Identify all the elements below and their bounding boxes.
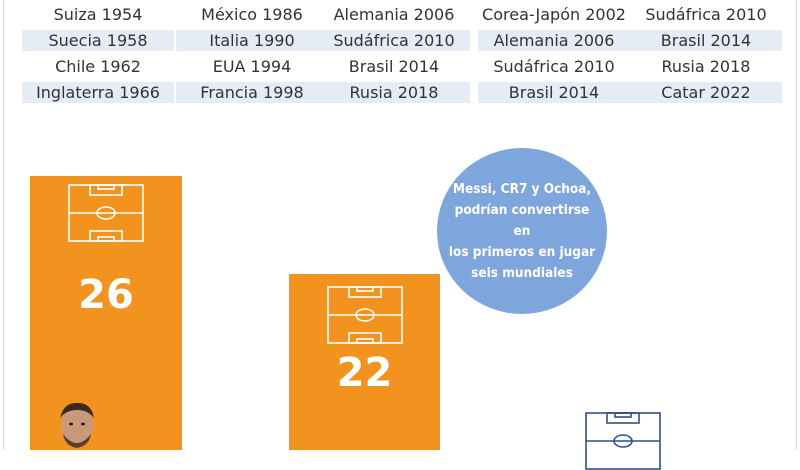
tournament-cell: Suecia 1958 xyxy=(22,30,174,51)
tournament-cell: Catar 2022 xyxy=(630,82,782,103)
tournament-cell: Suiza 1954 xyxy=(53,5,143,24)
callout-line: seis mundiales xyxy=(471,264,573,281)
bar-1: 26 xyxy=(30,176,182,450)
tournament-cell: Alemania 2006 xyxy=(478,30,630,51)
column-3: Alemania 2006 Sudáfrica 2010 Brasil 2014… xyxy=(318,4,470,108)
column-2: México 1986 Italia 1990 EUA 1994 Francia… xyxy=(176,4,328,108)
tournament-cell: Inglaterra 1966 xyxy=(22,82,174,103)
column-4: Corea-Japón 2002 Alemania 2006 Sudáfrica… xyxy=(478,4,630,108)
callout-bubble: Messi, CR7 y Ochoa, podrían convertirse … xyxy=(437,148,607,314)
bar-value: 26 xyxy=(78,272,134,318)
soccer-field-icon xyxy=(68,184,144,242)
callout-line: los primeros en jugar xyxy=(448,243,596,260)
column-5: Sudáfrica 2010 Brasil 2014 Rusia 2018 Ca… xyxy=(630,4,782,108)
tournament-cell: Sudáfrica 2010 xyxy=(645,5,767,24)
tournament-cell: Rusia 2018 xyxy=(661,57,751,76)
tournament-cell: Italia 1990 xyxy=(176,30,328,51)
tournament-cell: Brasil 2014 xyxy=(630,30,782,51)
column-1: Suiza 1954 Suecia 1958 Chile 1962 Inglat… xyxy=(22,4,174,108)
soccer-field-icon xyxy=(585,412,661,470)
tournament-cell: EUA 1994 xyxy=(212,57,292,76)
callout-text: Messi, CR7 y Ochoa, podrían convertirse … xyxy=(447,179,597,284)
bar-2: 22 xyxy=(289,274,440,450)
right-rule xyxy=(796,0,797,450)
callout-line: podrían convertirse en xyxy=(454,201,590,239)
tournament-cell: Francia 1998 xyxy=(176,82,328,103)
tournament-cell: Brasil 2014 xyxy=(478,82,630,103)
tournament-cell: Chile 1962 xyxy=(55,57,141,76)
tournament-cell: Alemania 2006 xyxy=(333,5,455,24)
tournament-cell: Brasil 2014 xyxy=(348,57,440,76)
tournament-cell: Sudáfrica 2010 xyxy=(493,57,615,76)
soccer-field-icon xyxy=(327,286,403,344)
tournament-cell: Rusia 2018 xyxy=(318,82,470,103)
callout-line: Messi, CR7 y Ochoa, xyxy=(452,180,592,197)
tournament-cell: Sudáfrica 2010 xyxy=(318,30,470,51)
player-avatar xyxy=(60,402,94,448)
left-rule xyxy=(3,0,4,450)
tournament-cell: México 1986 xyxy=(201,5,303,24)
bar-value: 22 xyxy=(336,350,393,396)
tournament-cell: Corea-Japón 2002 xyxy=(482,5,626,24)
tournament-table: Suiza 1954 Suecia 1958 Chile 1962 Inglat… xyxy=(0,4,800,108)
